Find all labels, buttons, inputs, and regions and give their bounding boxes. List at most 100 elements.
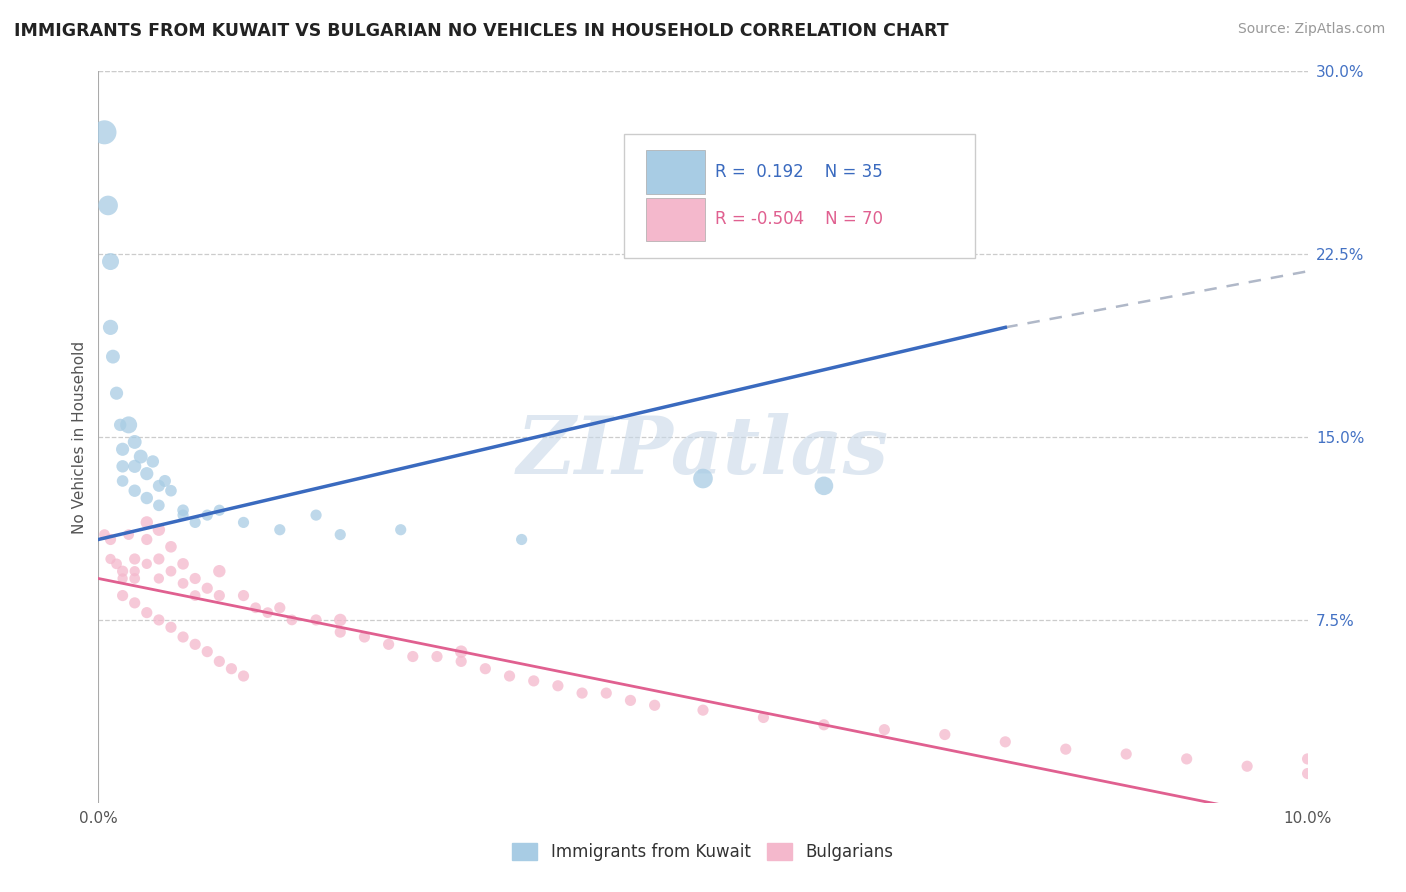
Point bbox=[523, 673, 546, 688]
Point bbox=[100, 552, 122, 566]
Point bbox=[692, 703, 714, 717]
Point bbox=[1115, 747, 1137, 761]
Point bbox=[93, 125, 115, 139]
Point bbox=[101, 350, 124, 364]
Point bbox=[172, 630, 194, 644]
Point bbox=[111, 564, 134, 578]
Point bbox=[195, 508, 218, 522]
Point bbox=[184, 589, 207, 603]
Point bbox=[450, 645, 472, 659]
Point bbox=[148, 523, 170, 537]
Point bbox=[111, 459, 134, 474]
Point bbox=[97, 198, 120, 212]
Point bbox=[124, 564, 146, 578]
Point bbox=[208, 589, 231, 603]
FancyBboxPatch shape bbox=[624, 134, 976, 258]
Point bbox=[135, 557, 157, 571]
Point bbox=[129, 450, 152, 464]
Point bbox=[752, 710, 775, 724]
Point bbox=[377, 637, 399, 651]
Point bbox=[118, 417, 141, 432]
Point bbox=[153, 474, 176, 488]
Point bbox=[281, 613, 304, 627]
Point bbox=[305, 508, 328, 522]
Point bbox=[124, 596, 146, 610]
Point bbox=[1236, 759, 1258, 773]
Point bbox=[105, 557, 128, 571]
Point bbox=[124, 434, 146, 449]
Text: Source: ZipAtlas.com: Source: ZipAtlas.com bbox=[1237, 22, 1385, 37]
Point bbox=[172, 508, 194, 522]
Point bbox=[426, 649, 449, 664]
Legend: Immigrants from Kuwait, Bulgarians: Immigrants from Kuwait, Bulgarians bbox=[506, 836, 900, 868]
Point bbox=[1296, 766, 1319, 780]
Point bbox=[195, 581, 218, 595]
Point bbox=[232, 669, 254, 683]
Point bbox=[208, 564, 231, 578]
Point bbox=[124, 552, 146, 566]
Point bbox=[1054, 742, 1077, 756]
Point bbox=[135, 606, 157, 620]
Point bbox=[135, 467, 157, 481]
Point bbox=[269, 600, 291, 615]
Point bbox=[1296, 752, 1319, 766]
Point bbox=[692, 471, 714, 485]
Point bbox=[571, 686, 593, 700]
Point bbox=[195, 645, 218, 659]
Point bbox=[160, 620, 183, 634]
Point bbox=[232, 516, 254, 530]
Text: R =  0.192    N = 35: R = 0.192 N = 35 bbox=[716, 162, 883, 180]
Point bbox=[184, 572, 207, 586]
Point bbox=[172, 576, 194, 591]
FancyBboxPatch shape bbox=[647, 198, 706, 241]
Point bbox=[644, 698, 666, 713]
Point bbox=[184, 516, 207, 530]
Point bbox=[208, 654, 231, 668]
Point bbox=[510, 533, 533, 547]
Point bbox=[329, 625, 352, 640]
Text: R = -0.504    N = 70: R = -0.504 N = 70 bbox=[716, 211, 883, 228]
Point bbox=[111, 442, 134, 457]
Point bbox=[100, 533, 122, 547]
Point bbox=[873, 723, 896, 737]
Point bbox=[148, 499, 170, 513]
Point bbox=[135, 533, 157, 547]
Point bbox=[135, 516, 157, 530]
Point bbox=[619, 693, 641, 707]
Point bbox=[105, 386, 128, 401]
Point bbox=[148, 613, 170, 627]
Point bbox=[118, 527, 141, 541]
Point bbox=[100, 320, 122, 334]
Point bbox=[172, 503, 194, 517]
Point bbox=[124, 459, 146, 474]
Point bbox=[498, 669, 520, 683]
Point bbox=[148, 552, 170, 566]
Point bbox=[160, 483, 183, 498]
Point bbox=[111, 474, 134, 488]
Point bbox=[108, 417, 131, 432]
Point bbox=[474, 662, 496, 676]
Point bbox=[353, 630, 375, 644]
Point bbox=[221, 662, 243, 676]
Point bbox=[813, 479, 835, 493]
Point bbox=[256, 606, 278, 620]
Point bbox=[269, 523, 291, 537]
Point bbox=[1175, 752, 1198, 766]
Point bbox=[994, 735, 1017, 749]
FancyBboxPatch shape bbox=[647, 151, 706, 194]
Point bbox=[172, 557, 194, 571]
Point bbox=[100, 254, 122, 268]
Point bbox=[305, 613, 328, 627]
Point bbox=[595, 686, 617, 700]
Point bbox=[124, 572, 146, 586]
Point bbox=[208, 503, 231, 517]
Point bbox=[148, 572, 170, 586]
Point bbox=[232, 589, 254, 603]
Point bbox=[184, 637, 207, 651]
Y-axis label: No Vehicles in Household: No Vehicles in Household bbox=[72, 341, 87, 533]
Text: ZIPatlas: ZIPatlas bbox=[517, 413, 889, 491]
Point bbox=[329, 613, 352, 627]
Point bbox=[402, 649, 425, 664]
Point bbox=[135, 491, 157, 505]
Point bbox=[124, 483, 146, 498]
